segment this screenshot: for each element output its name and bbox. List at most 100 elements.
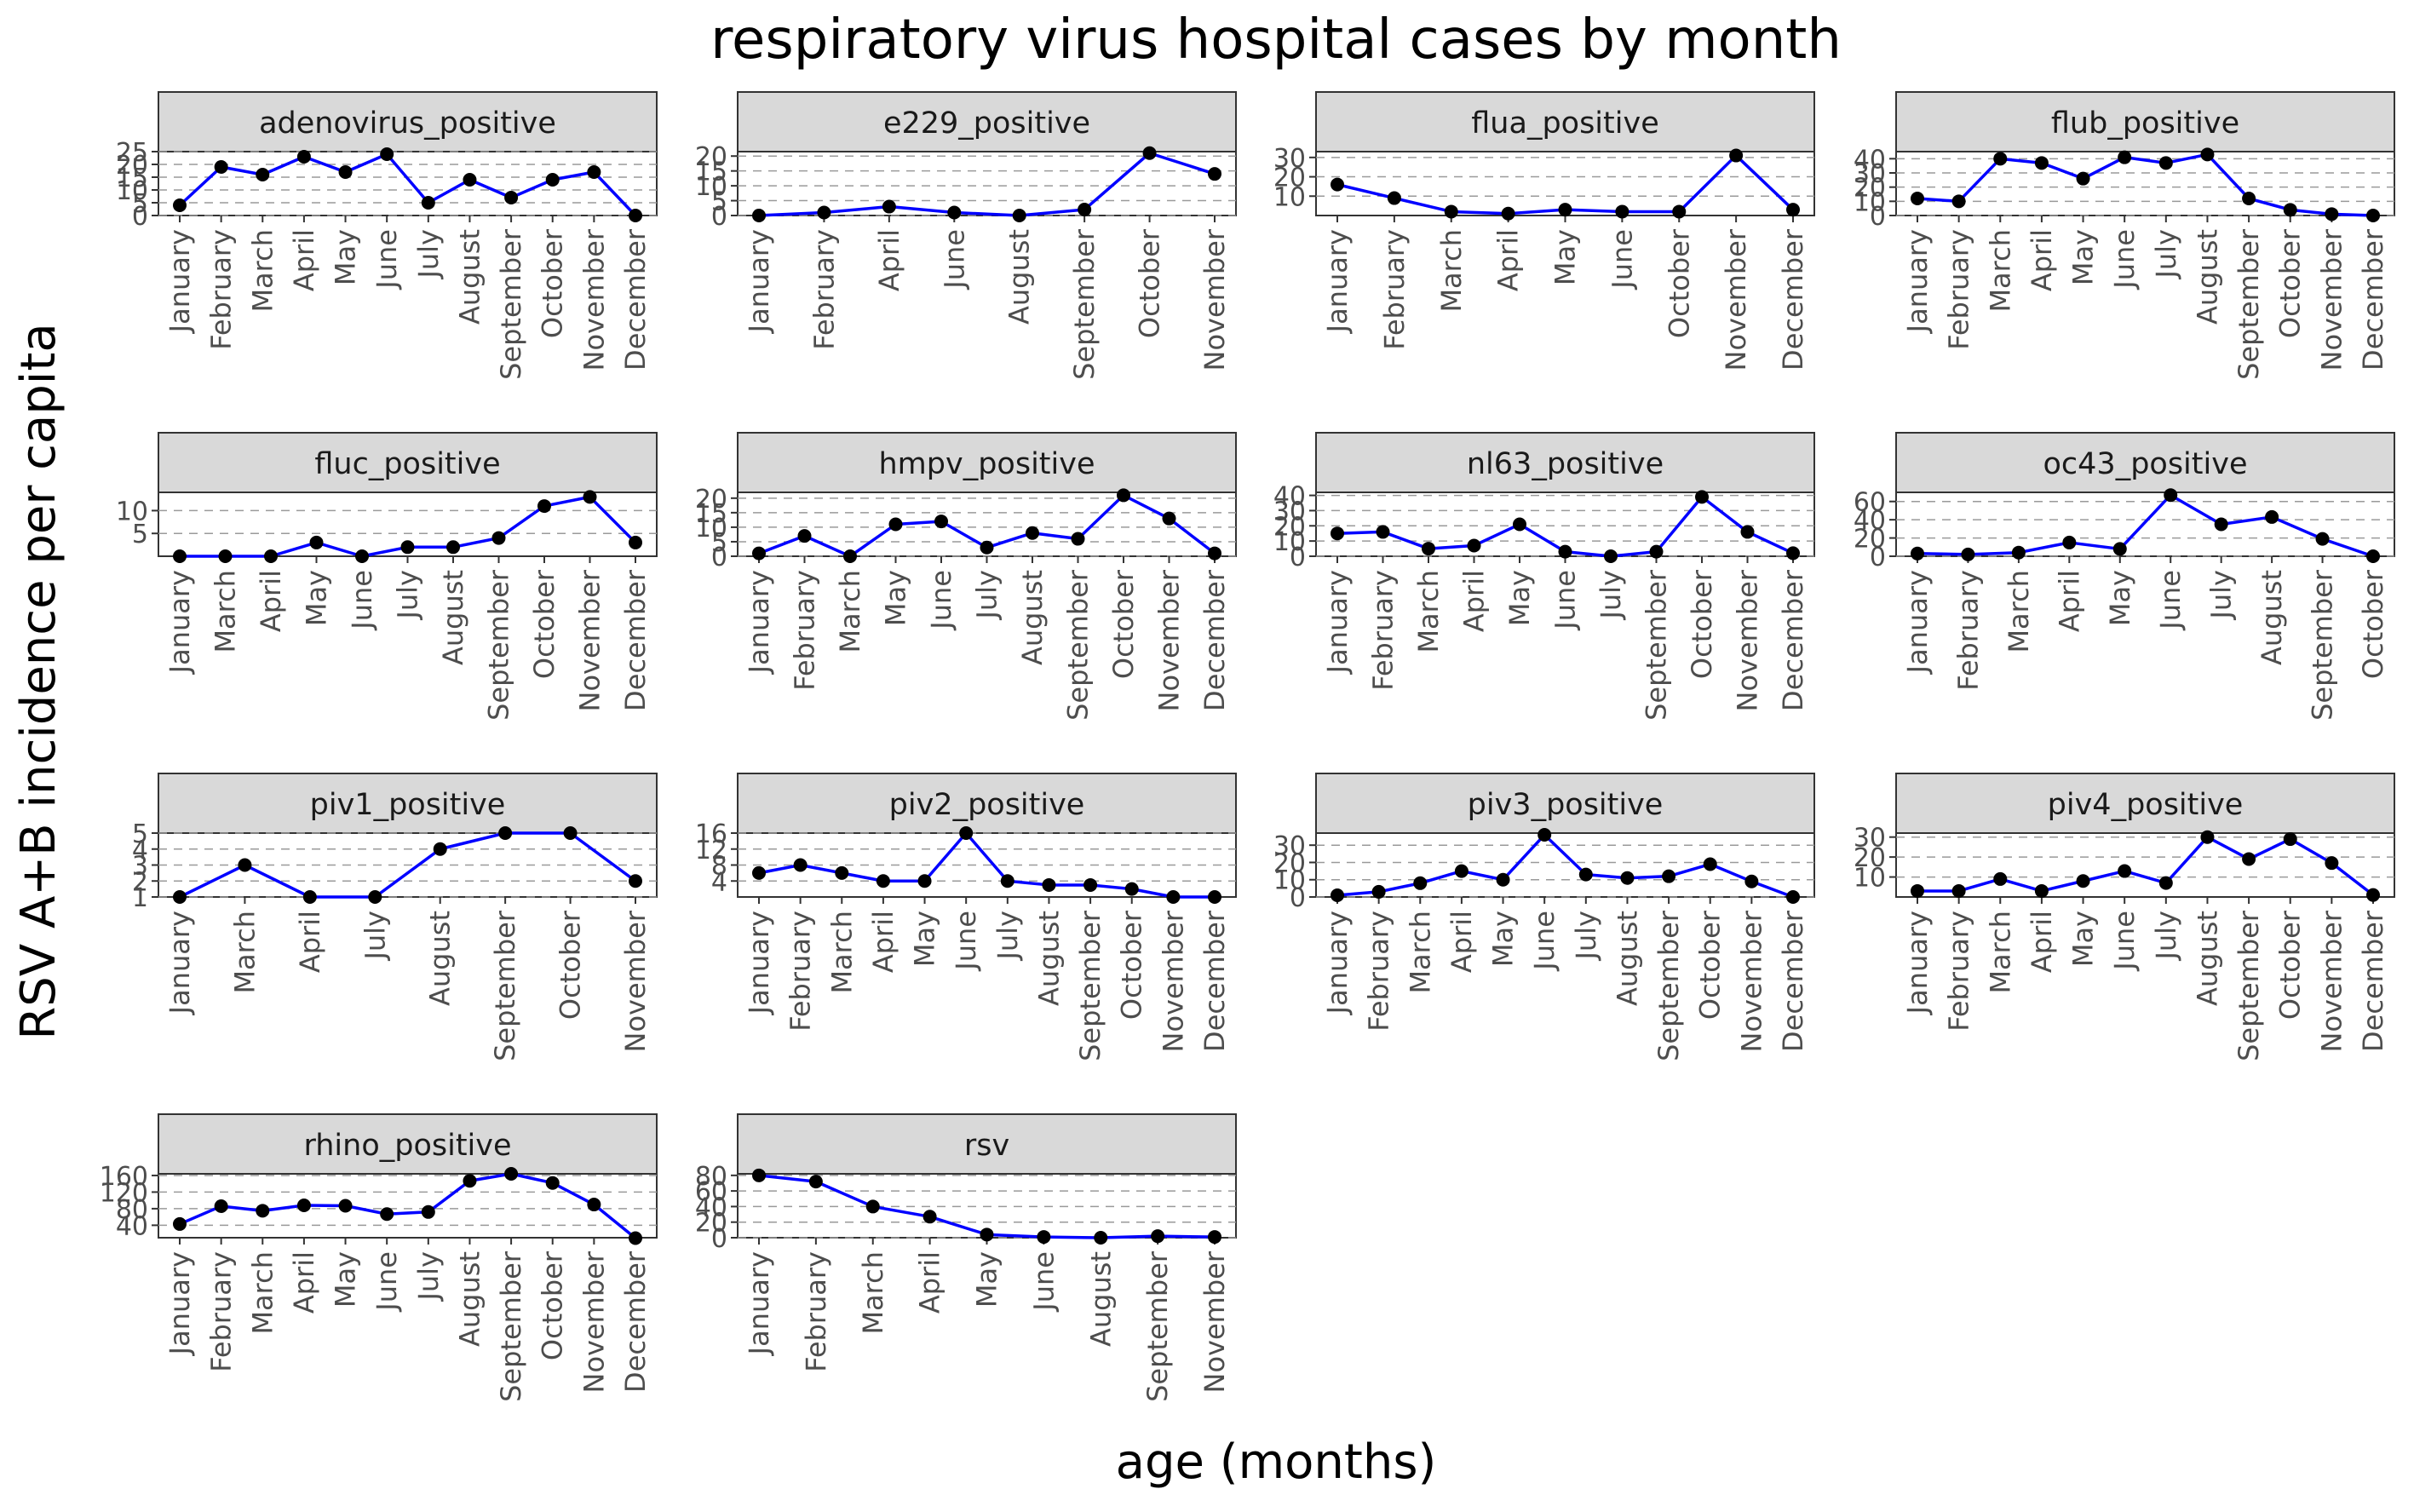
x-tick-label: May: [330, 229, 362, 285]
x-tick-label: May: [2067, 229, 2100, 285]
series-line: [1917, 493, 2374, 558]
x-tick-label: April: [294, 911, 326, 973]
x-tick-label: October: [1107, 569, 1140, 679]
data-point: [1042, 877, 1056, 892]
x-tick-label: August: [1003, 229, 1036, 325]
data-point: [296, 150, 311, 164]
x-tick-label: October: [1134, 228, 1166, 338]
data-point: [433, 842, 447, 856]
x-tick-label: October: [537, 228, 569, 338]
y-tick-label: 40: [1854, 145, 1886, 175]
x-tick-label: December: [2357, 228, 2389, 371]
y-tick-label: 0: [1870, 543, 1886, 572]
data-point: [2242, 852, 2256, 866]
data-point: [2366, 209, 2380, 222]
data-point: [1662, 869, 1676, 883]
y-tick-label: 30: [1854, 159, 1886, 189]
x-tick-label: October: [555, 910, 587, 1020]
x-tick-label: November: [578, 228, 610, 371]
x-tick-label: March: [1412, 570, 1445, 653]
y-tick-label: 10: [1273, 866, 1306, 896]
x-tick-label: December: [1198, 910, 1231, 1052]
x-tick-label: July: [1595, 570, 1627, 621]
data-point: [1911, 883, 1924, 898]
data-point: [797, 529, 812, 543]
x-tick-label: November: [1198, 1250, 1231, 1393]
x-tick-label: January: [743, 570, 775, 675]
x-tick-label: February: [800, 1251, 832, 1372]
data-point: [587, 1198, 601, 1212]
x-tick-label: May: [880, 570, 912, 626]
data-point: [1578, 867, 1593, 882]
plot-area: [1315, 832, 1815, 898]
x-tick-label: November: [1198, 228, 1231, 371]
x-tick-label: April: [1446, 911, 1478, 973]
data-point: [296, 1199, 311, 1213]
data-point: [1961, 547, 1975, 561]
facet-strip: [1895, 91, 2395, 152]
y-tick-label: 20: [1854, 843, 1886, 873]
facet-strip-label: piv2_positive: [889, 788, 1085, 822]
data-point: [1124, 882, 1139, 896]
x-tick-label: October: [528, 569, 560, 679]
x-tick-label: March: [246, 229, 279, 313]
x-tick-label: September: [2233, 228, 2265, 380]
x-tick-label: September: [495, 1250, 527, 1402]
x-tick-label: March: [1984, 229, 2016, 313]
y-tick-label: 20: [1273, 164, 1306, 193]
x-tick-label: November: [1153, 569, 1186, 711]
x-tick-label: February: [205, 229, 238, 350]
x-tick-label: January: [164, 229, 196, 334]
x-tick-label: September: [1062, 569, 1095, 721]
x-tick-label: September: [495, 228, 527, 380]
x-tick-label: January: [1321, 229, 1354, 334]
x-tick-label: August: [1611, 911, 1643, 1006]
data-point: [1208, 1230, 1221, 1245]
x-tick-label: June: [1027, 1251, 1060, 1313]
data-point: [2366, 888, 2380, 902]
x-tick-label: October: [2274, 228, 2307, 338]
data-point: [752, 546, 766, 561]
data-point: [922, 1210, 937, 1224]
data-point: [1083, 877, 1098, 892]
facet-strip-label: flub_positive: [2051, 106, 2239, 141]
x-tick-label: May: [1549, 229, 1582, 285]
x-tick-label: January: [1321, 911, 1354, 1015]
x-tick-label: July: [392, 570, 424, 621]
y-tick-label: 0: [132, 202, 148, 232]
x-tick-label: March: [210, 570, 242, 653]
data-point: [587, 165, 601, 179]
x-tick-label: January: [164, 1251, 196, 1356]
x-tick-label: September: [1141, 1250, 1174, 1402]
data-point: [545, 1176, 560, 1190]
data-point: [1376, 525, 1390, 539]
data-point: [1387, 191, 1401, 205]
x-tick-label: February: [1943, 911, 1975, 1032]
data-point: [380, 1207, 394, 1222]
data-point: [1037, 1230, 1051, 1245]
x-tick-label: December: [1777, 910, 1809, 1052]
data-point: [1117, 488, 1130, 503]
data-point: [504, 1167, 519, 1181]
x-tick-label: September: [1074, 910, 1106, 1061]
y-tick-label: 0: [711, 1224, 727, 1254]
y-tick-label: 0: [1290, 543, 1306, 572]
x-tick-label: October: [1116, 910, 1148, 1020]
data-point: [1786, 890, 1800, 904]
y-tick-label: 40: [1854, 506, 1886, 536]
x-tick-label: August: [1084, 1251, 1117, 1347]
data-point: [1703, 857, 1717, 871]
x-tick-label: April: [867, 911, 900, 973]
facet-strip: [737, 773, 1237, 834]
data-point: [629, 1231, 642, 1245]
data-point: [752, 865, 766, 880]
data-point: [537, 499, 551, 514]
y-tick-label: 0: [1290, 883, 1306, 913]
data-point: [256, 168, 270, 181]
data-point: [2062, 535, 2077, 549]
data-point: [1740, 525, 1755, 539]
